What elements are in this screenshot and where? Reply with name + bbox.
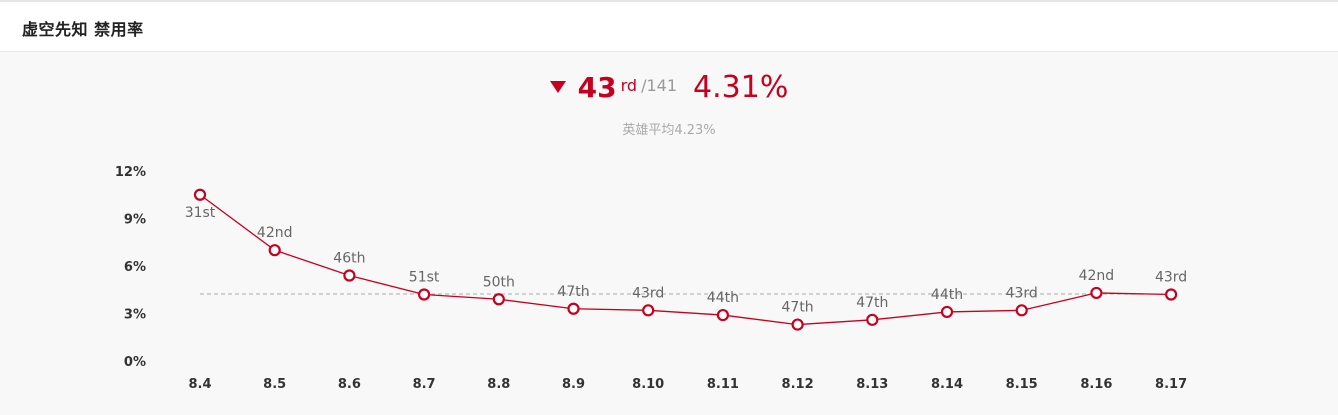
rank-label: 44th: [707, 290, 739, 306]
data-point: [866, 313, 879, 326]
x-tick-label: 8.10: [632, 377, 664, 392]
y-tick-label: 6%: [124, 260, 146, 275]
rank-total: /141: [641, 76, 678, 95]
rank-label: 42nd: [257, 225, 293, 241]
x-tick-label: 8.14: [931, 377, 963, 392]
rank-label: 47th: [782, 300, 814, 316]
x-tick-label: 8.15: [1006, 377, 1038, 392]
average-rate-label: 英雄平均4.23%: [622, 123, 716, 138]
data-point: [716, 308, 730, 322]
rank-label: 42nd: [1079, 268, 1115, 284]
rank-label: 47th: [557, 284, 589, 300]
rank-label: 44th: [931, 287, 963, 303]
x-tick-label: 8.16: [1080, 377, 1112, 392]
x-tick-label: 8.8: [487, 377, 510, 392]
panel-header: 虚空先知 禁用率: [0, 0, 1338, 52]
data-point: [791, 318, 804, 331]
y-tick-label: 9%: [124, 213, 146, 228]
x-tick-label: 8.11: [707, 377, 739, 392]
series-line: [199, 194, 1172, 326]
x-tick-label: 8.6: [338, 377, 361, 392]
rank-label: 43rd: [632, 285, 664, 301]
ban-rate-value: 4.31%: [693, 70, 789, 105]
x-tick-label: 8.4: [188, 377, 211, 392]
y-tick-label: 3%: [124, 308, 146, 323]
data-point: [418, 288, 431, 301]
data-point: [567, 302, 580, 315]
x-tick-label: 8.12: [782, 377, 814, 392]
y-tick-label: 12%: [115, 165, 146, 180]
rank-label: 43rd: [1006, 285, 1038, 301]
x-tick-label: 8.17: [1155, 377, 1187, 392]
data-point: [268, 244, 281, 257]
y-tick-label: 0%: [124, 355, 146, 370]
data-point: [1090, 286, 1103, 300]
rank-label: 51st: [409, 270, 440, 286]
x-tick-label: 8.9: [562, 377, 585, 392]
data-point: [343, 269, 356, 282]
rank-label: 47th: [856, 295, 888, 311]
rank-number: 43: [577, 71, 617, 104]
data-point: [492, 293, 505, 306]
x-tick-label: 8.7: [413, 377, 436, 392]
data-point: [193, 188, 207, 201]
rank-label: 31st: [185, 205, 216, 221]
data-point: [1015, 304, 1028, 317]
data-point: [940, 305, 954, 319]
data-point: [1164, 288, 1178, 301]
panel-title: 虚空先知 禁用率: [22, 20, 144, 39]
rank-label: 46th: [333, 251, 365, 267]
x-tick-label: 8.13: [856, 377, 888, 392]
rank-label: 50th: [483, 274, 515, 290]
triangle-down-icon: [549, 81, 566, 93]
data-point: [642, 304, 655, 317]
rank-suffix: rd: [620, 76, 638, 95]
rank-label: 43rd: [1155, 270, 1187, 286]
x-tick-label: 8.5: [263, 377, 286, 392]
